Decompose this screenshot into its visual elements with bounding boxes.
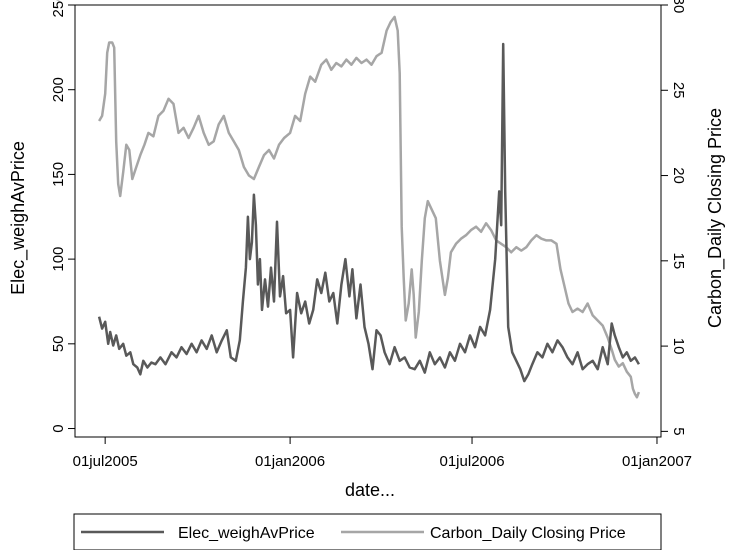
- series-lines: [97, 15, 641, 399]
- left-y-tick-label: 100: [50, 247, 67, 272]
- x-tick-label: 01jul2005: [73, 453, 138, 470]
- legend-label-elec: Elec_weighAvPrice: [178, 525, 315, 542]
- legend-label-carbon: Carbon_Daily Closing Price: [430, 525, 626, 542]
- right-y-tick-label: 15: [670, 252, 687, 269]
- left-y-axis-title: Elec_weighAvPrice: [8, 141, 29, 295]
- left-y-tick-label: 250: [50, 0, 67, 18]
- left-y-tick-label: 200: [50, 77, 67, 102]
- x-tick-label: 01jul2006: [440, 453, 505, 470]
- right-y-axis-title: Carbon_Daily Closing Price: [705, 108, 726, 328]
- x-tick-label: 01jan2006: [255, 453, 325, 470]
- axes: 0 50 100 150 200 250 5 10 15 20 25 30 01jul2005 01jan…: [50, 0, 692, 470]
- right-y-tick-label: 30: [670, 0, 687, 13]
- left-y-tick-label: 50: [50, 335, 67, 352]
- series-line-elec: [97, 42, 640, 383]
- x-axis-title: date...: [345, 480, 395, 500]
- x-tick-label: 01jan2007: [622, 453, 692, 470]
- legend: Elec_weighAvPrice Carbon_Daily Closing P…: [73, 513, 662, 550]
- right-y-tick-label: 20: [670, 167, 687, 184]
- plot-frame: [74, 4, 662, 438]
- right-y-tick-label: 10: [670, 338, 687, 355]
- plot-area: [74, 4, 662, 438]
- left-y-tick-label: 0: [50, 424, 67, 432]
- right-y-tick-label: 5: [670, 427, 687, 435]
- right-y-tick-label: 25: [670, 82, 687, 99]
- series-line-carbon: [98, 15, 641, 399]
- left-y-tick-label: 150: [50, 162, 67, 187]
